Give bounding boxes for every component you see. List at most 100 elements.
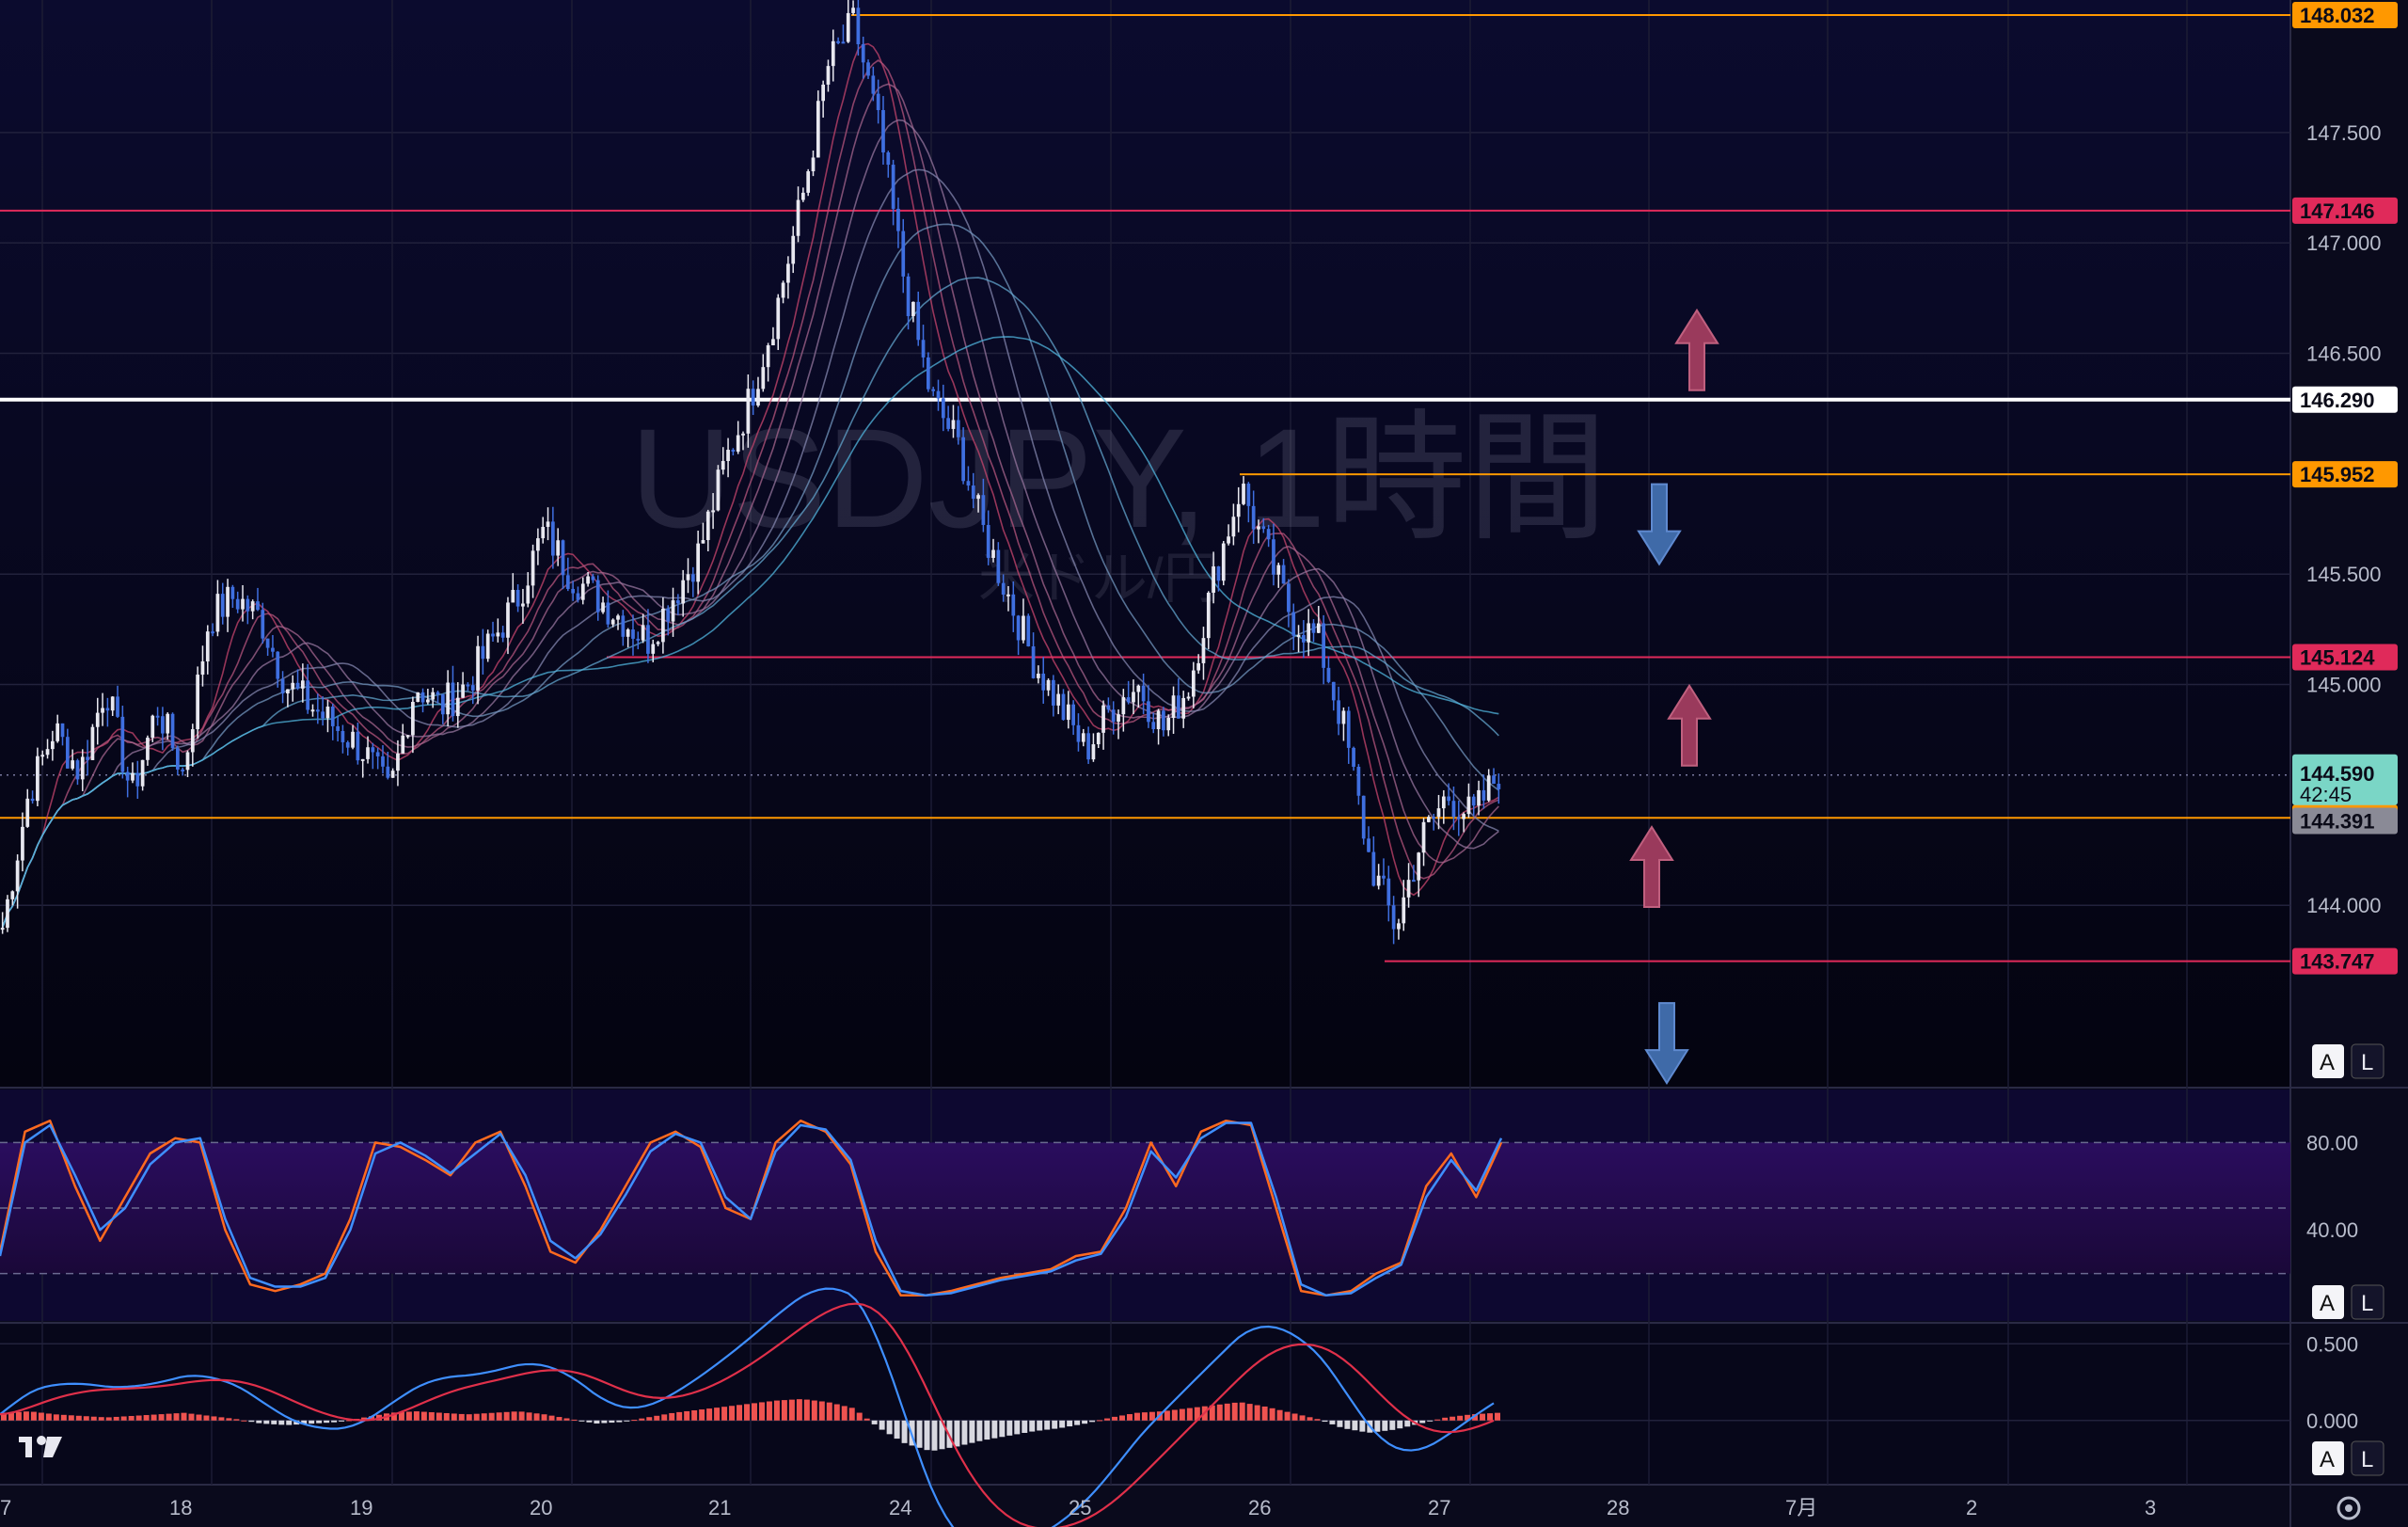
macd-hist-bar xyxy=(1239,1402,1245,1421)
macd-hist-bar xyxy=(120,1416,127,1421)
candle-body xyxy=(761,367,766,390)
candle-body xyxy=(336,725,340,731)
prev-close-tag xyxy=(2292,807,2398,835)
candles xyxy=(0,0,1501,945)
candle-body xyxy=(235,598,240,610)
macd-hist-bar xyxy=(848,1408,855,1421)
candle-body xyxy=(381,756,385,767)
stochastic-lines xyxy=(0,1119,1503,1297)
macd-hist-bar xyxy=(196,1414,202,1421)
candle-body xyxy=(1441,796,1446,809)
macd-hist-bar xyxy=(818,1401,825,1421)
macd-log-button[interactable]: L xyxy=(2351,1440,2384,1476)
candle-body xyxy=(1311,623,1316,633)
macd-hist-bar xyxy=(443,1412,450,1421)
candle-body xyxy=(1091,744,1096,760)
macd-hist-bar xyxy=(135,1415,142,1421)
macd-hist-bar xyxy=(578,1420,585,1422)
macd-hist-bar xyxy=(113,1416,119,1421)
tradingview-logo[interactable]: TV xyxy=(0,0,62,1457)
candle-body xyxy=(436,692,440,695)
macd-hist-bar xyxy=(1216,1404,1223,1421)
candle-body xyxy=(500,632,505,638)
macd-hist-bar xyxy=(218,1417,225,1421)
macd-hist-bar xyxy=(1307,1417,1313,1421)
candle-body xyxy=(1221,543,1226,581)
price-tags: 148.032 147.146 146.290 145.952 145.124 144.3… xyxy=(2292,1,2398,975)
stoch-auto-button[interactable]: A xyxy=(2312,1285,2344,1319)
candle-body xyxy=(541,527,546,539)
price-tag-label: 146.290 xyxy=(2300,389,2375,412)
macd-tick: 0.000 xyxy=(2306,1409,2358,1433)
macd-hist-bar xyxy=(1231,1402,1238,1421)
candle-body xyxy=(651,644,656,654)
candle-body xyxy=(1492,775,1496,785)
macd-hist-bar xyxy=(1089,1420,1096,1423)
candle-body xyxy=(1121,697,1126,715)
macd-hist-bar xyxy=(188,1413,195,1421)
macd-hist-bar xyxy=(766,1401,772,1421)
macd-hist-bar xyxy=(991,1420,998,1439)
candle-body xyxy=(866,62,870,76)
macd-hist-bar xyxy=(241,1420,247,1422)
candle-body xyxy=(956,420,960,437)
macd-hist-bar xyxy=(894,1420,900,1440)
macd-hist-bar xyxy=(1022,1420,1028,1433)
candle-body xyxy=(491,633,495,637)
candle-body xyxy=(0,928,5,931)
main-auto-button[interactable]: A xyxy=(2312,1044,2344,1078)
candle-body xyxy=(1477,789,1481,806)
candle-body xyxy=(546,521,550,528)
macd-hist-bar xyxy=(1404,1420,1411,1427)
macd-hist-bar xyxy=(369,1416,374,1421)
macd-hist-bar xyxy=(1450,1416,1456,1421)
price-tick: 144.000 xyxy=(2306,894,2382,917)
macd-hist-bar xyxy=(1374,1420,1381,1432)
candle-body xyxy=(200,660,205,676)
candle-body xyxy=(631,629,635,639)
macd-hist-bar xyxy=(451,1413,457,1421)
candle-body xyxy=(1001,582,1006,595)
candle-body xyxy=(1166,717,1171,731)
candle-body xyxy=(220,594,225,617)
macd-hist-bar xyxy=(233,1419,240,1421)
candle-body xyxy=(211,631,214,634)
gear-icon[interactable] xyxy=(2337,1496,2361,1520)
arrow-up-icon xyxy=(1667,683,1712,767)
candle-body xyxy=(341,730,345,742)
macd-hist-bar xyxy=(833,1404,840,1421)
candle-body xyxy=(215,594,220,632)
candle-body xyxy=(1346,710,1351,748)
main-log-button[interactable]: L xyxy=(2351,1043,2384,1079)
candle-body xyxy=(80,756,85,780)
macd-hist-bar xyxy=(548,1415,555,1421)
candle-body xyxy=(931,389,936,391)
candle-body xyxy=(276,651,280,679)
price-tag-label: 143.747 xyxy=(2300,950,2375,974)
stoch-log-button[interactable]: L xyxy=(2351,1284,2384,1320)
candle-body xyxy=(1331,681,1336,701)
candle-body xyxy=(1236,503,1241,517)
macd-hist-bar xyxy=(8,1412,14,1421)
candle-body xyxy=(751,389,755,406)
candle-body xyxy=(971,485,975,500)
candle-body xyxy=(325,707,330,719)
macd-hist-bar xyxy=(316,1420,323,1424)
candle-body xyxy=(1106,705,1111,710)
candle-body xyxy=(646,625,650,654)
macd-hist-bar xyxy=(286,1420,293,1425)
macd-hist-bar xyxy=(166,1413,172,1421)
candle-body xyxy=(175,748,180,770)
arrow-up-icon xyxy=(1674,308,1719,391)
macd-hist-bar xyxy=(1097,1420,1103,1422)
candle-body xyxy=(1016,615,1021,641)
date-tick: 24 xyxy=(889,1496,911,1519)
macd-hist-bar xyxy=(1457,1415,1464,1421)
macd-hist-bar xyxy=(1014,1420,1021,1435)
macd-hist-bar xyxy=(30,1411,37,1421)
macd-hist-bar xyxy=(1487,1413,1494,1421)
macd-hist-bar xyxy=(1119,1415,1125,1421)
macd-auto-button[interactable]: A xyxy=(2312,1441,2344,1475)
price-axis-ticks: 147.500 147.000 146.500 145.500 145.000 144.0… xyxy=(2306,121,2382,1433)
date-tick: 19 xyxy=(350,1496,372,1519)
